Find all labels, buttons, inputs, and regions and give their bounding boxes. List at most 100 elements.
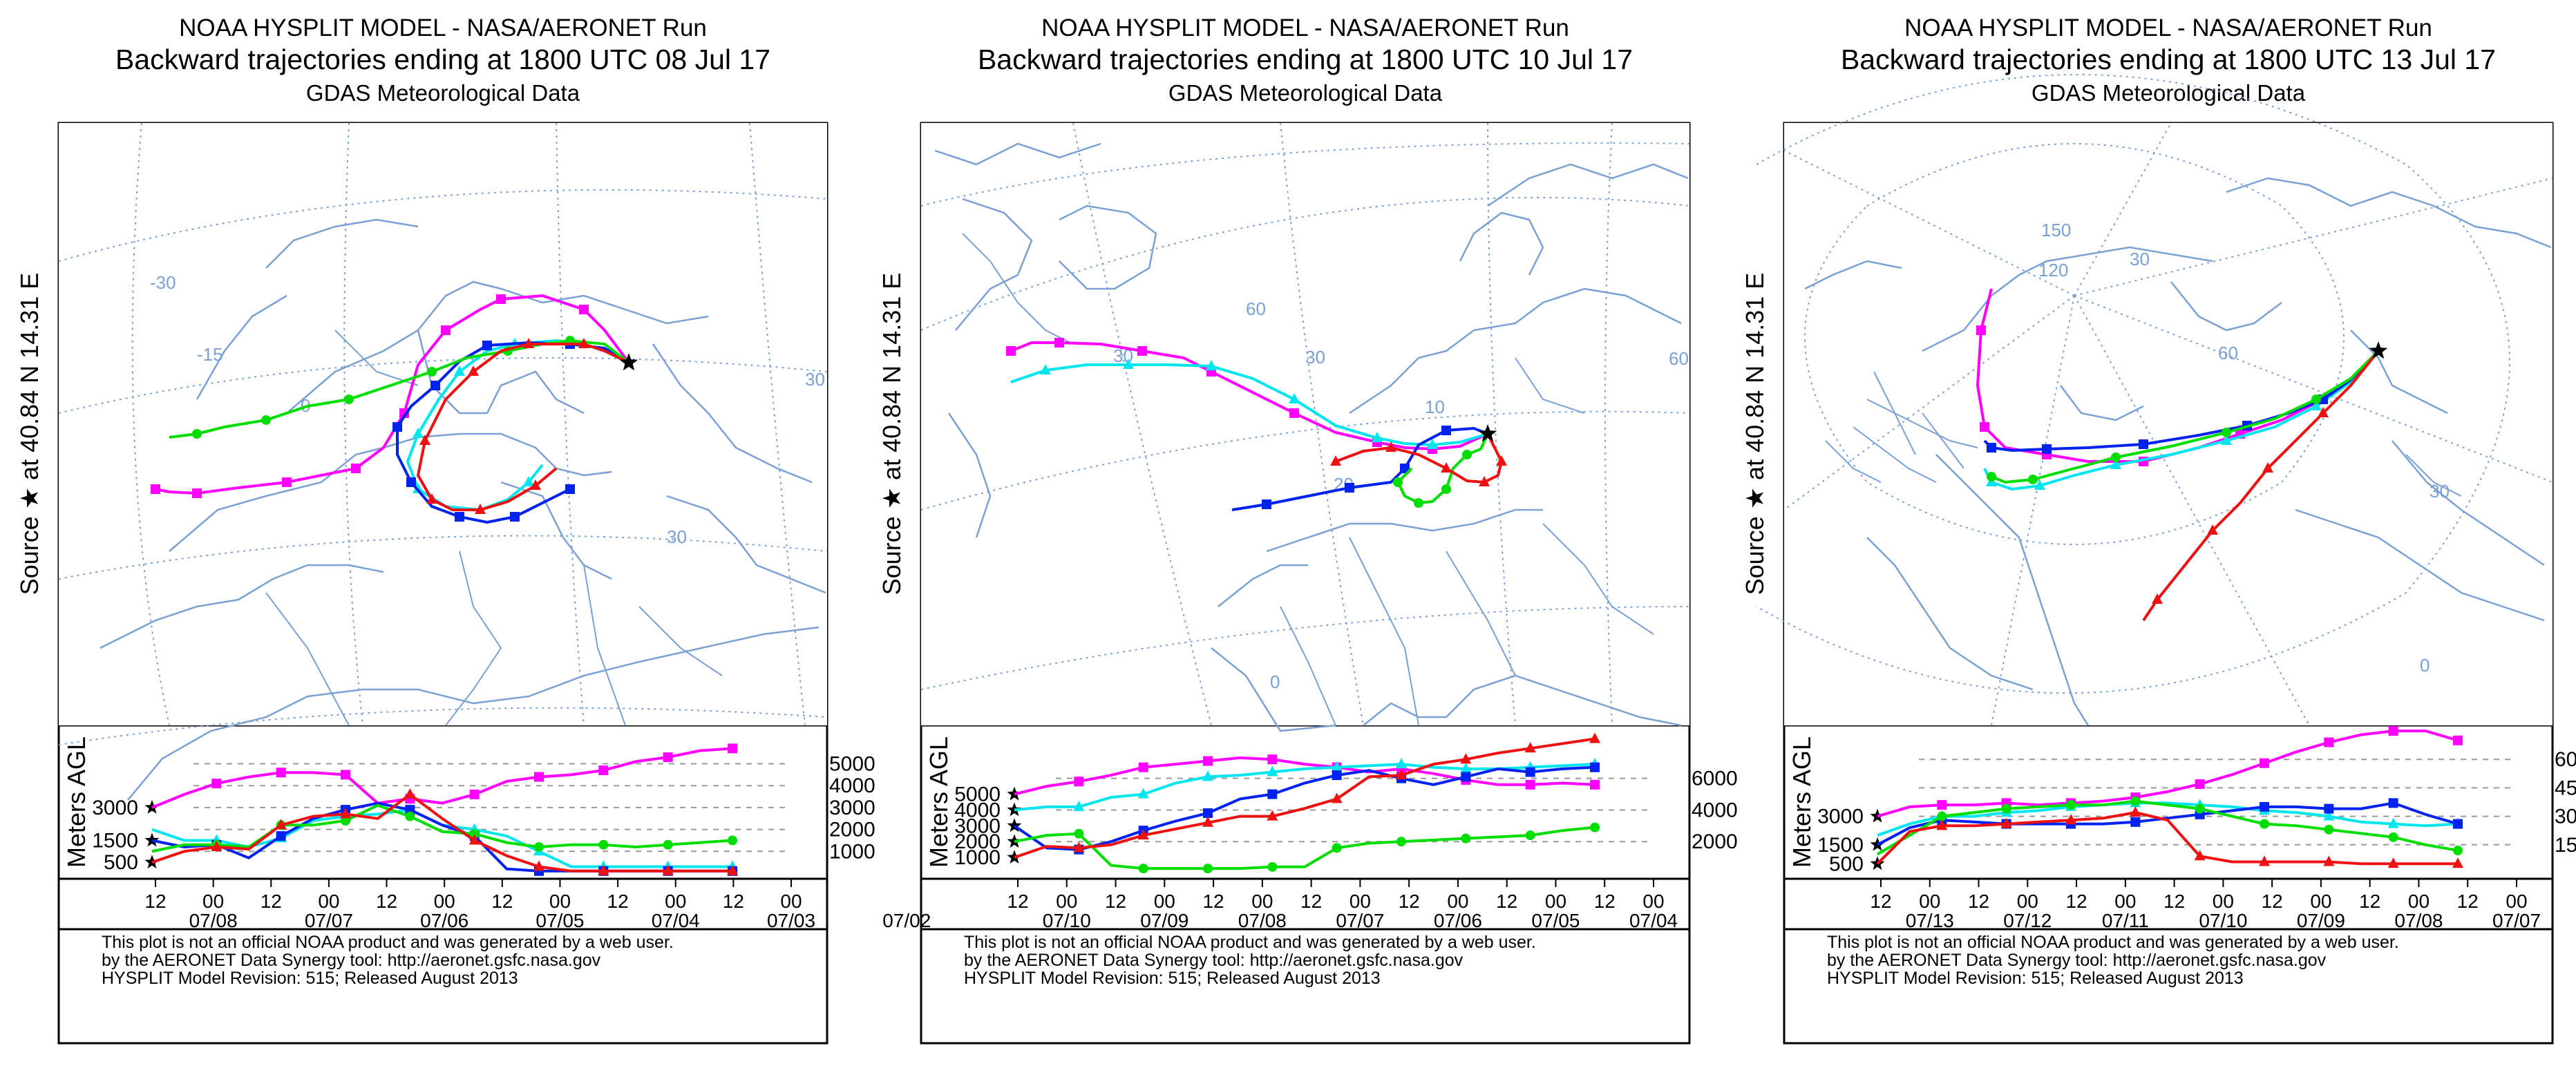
x-tick-date: 07/07 (305, 910, 353, 931)
map-coastline (1487, 163, 1689, 207)
height-series-magenta-marker (211, 779, 222, 789)
height-axis-label: Meters AGL (62, 736, 91, 868)
map-grid-label: 30 (1305, 347, 1325, 368)
trajectory-blue-marker (455, 512, 464, 522)
height-series-cyan-marker (1202, 770, 1213, 781)
trajectory-red-marker (1441, 462, 1452, 473)
map-graticule (1804, 143, 2345, 545)
y-right-tick-label: 6000 (1692, 768, 1738, 790)
height-series-blue-marker (2130, 817, 2141, 827)
height-series-magenta-marker (341, 770, 350, 780)
height-series-cyan-marker (1331, 761, 1343, 772)
trajectory-cyan-marker (1040, 364, 1051, 374)
map-border (2405, 454, 2462, 497)
map-grid-label: 60 (2218, 343, 2238, 363)
trajectory-blue-marker (482, 341, 492, 350)
map-graticule (1072, 122, 1212, 726)
height-series-red (1876, 811, 2458, 866)
trajectory-blue-marker (1400, 464, 1410, 473)
x-tick-hour: 12 (2262, 891, 2283, 912)
trajectory-red (416, 343, 629, 511)
map-coastline (1266, 508, 1543, 553)
trajectory-cyan-marker (413, 483, 424, 493)
height-series-green (1014, 826, 1595, 870)
x-tick-hour: 00 (318, 891, 339, 912)
height-series-magenta-marker (2453, 735, 2463, 745)
y-left-tick-label: 500 (1829, 853, 1864, 875)
map-graticule (556, 122, 585, 726)
map-grid-label: 30 (667, 526, 687, 547)
height-series-red-marker (533, 860, 544, 871)
height-series-green-marker (663, 839, 673, 850)
height-series-green-marker (1332, 843, 1342, 853)
chart-title: NOAA HYSPLIT MODEL - NASA/AERONET Run (1041, 15, 1569, 41)
map-coastline (196, 294, 287, 400)
height-series-magenta (1877, 730, 2459, 818)
map-coastline (100, 564, 384, 649)
map-grid-label: 10 (1425, 397, 1445, 417)
chart-title: NOAA HYSPLIT MODEL - NASA/AERONET Run (1904, 15, 2432, 41)
map-graticule (1604, 122, 1613, 726)
trajectory-magenta-marker (1006, 346, 1016, 356)
trajectory-green-marker (427, 367, 437, 377)
map-graticule (343, 122, 363, 726)
x-tick-hour: 12 (1594, 891, 1616, 912)
source-label: Source ★ at 40.84 N 14.31 E (1741, 273, 1769, 596)
height-series-magenta-marker (1937, 800, 1947, 810)
height-series-green-marker (469, 828, 480, 839)
height-series-magenta-marker (1267, 754, 1278, 765)
x-tick-date: 07/08 (2394, 910, 2443, 931)
height-series-magenta-marker (1203, 756, 1213, 766)
x-tick-hour: 00 (549, 891, 571, 912)
disclaimer-line1: This plot is not an official NOAA produc… (1827, 933, 2399, 952)
map-grid-label: 60 (1246, 298, 1266, 319)
trajectory-blue-marker (2042, 444, 2052, 454)
map-border (265, 592, 350, 726)
map-border (1280, 606, 1336, 726)
map-border (445, 551, 502, 726)
height-series-green-marker (1525, 830, 1535, 841)
height-series-red-marker (1331, 792, 1343, 803)
map-coastline (1218, 564, 1308, 607)
trajectory-green-marker (2111, 453, 2121, 462)
map-graticule (58, 189, 828, 262)
height-series-green (151, 803, 733, 853)
trajectory-magenta-marker (351, 464, 361, 473)
trajectory-cyan-marker (1206, 360, 1217, 370)
start-height-star (1007, 818, 1022, 832)
disclaimer: This plot is not an official NOAA produc… (1827, 933, 2399, 988)
map-grid-label: -30 (150, 272, 176, 293)
map-background (59, 123, 827, 725)
x-tick-hour: 00 (434, 891, 455, 912)
map-area: 150 120 30 60 30 0 (1756, 74, 2553, 726)
x-tick-hour: 00 (2114, 891, 2136, 912)
x-tick-hour: 12 (261, 891, 282, 912)
height-series-cyan-marker (1396, 758, 1407, 769)
height-series-green-marker (2066, 800, 2076, 810)
x-tick-hour: 00 (2408, 891, 2430, 912)
trajectory-green-marker (2311, 394, 2321, 404)
height-series-red-marker (2130, 806, 2141, 817)
trajectory-cyan (1010, 363, 1488, 447)
trajectory-cyan-marker (1427, 439, 1438, 449)
map-background (1784, 123, 2553, 725)
disclaimer-line3: HYSPLIT Model Revision: 515; Released Au… (964, 969, 1381, 988)
map-coastline (1866, 537, 2034, 691)
y-left-tick-label: 3000 (954, 815, 1001, 837)
map-coastline (1935, 454, 2090, 726)
x-tick-hour: 00 (2310, 891, 2331, 912)
height-series-blue-marker (276, 831, 286, 841)
x-tick-date: 07/13 (1906, 910, 1954, 931)
height-series-magenta (151, 747, 733, 809)
height-series-green-marker (534, 841, 544, 852)
height-series-magenta-marker (534, 772, 544, 782)
map-coastline (127, 626, 820, 801)
y-right-tick-label: 2000 (1692, 830, 1738, 853)
trajectory-blue-marker (1262, 499, 1271, 509)
height-series-red-marker (2387, 857, 2399, 868)
